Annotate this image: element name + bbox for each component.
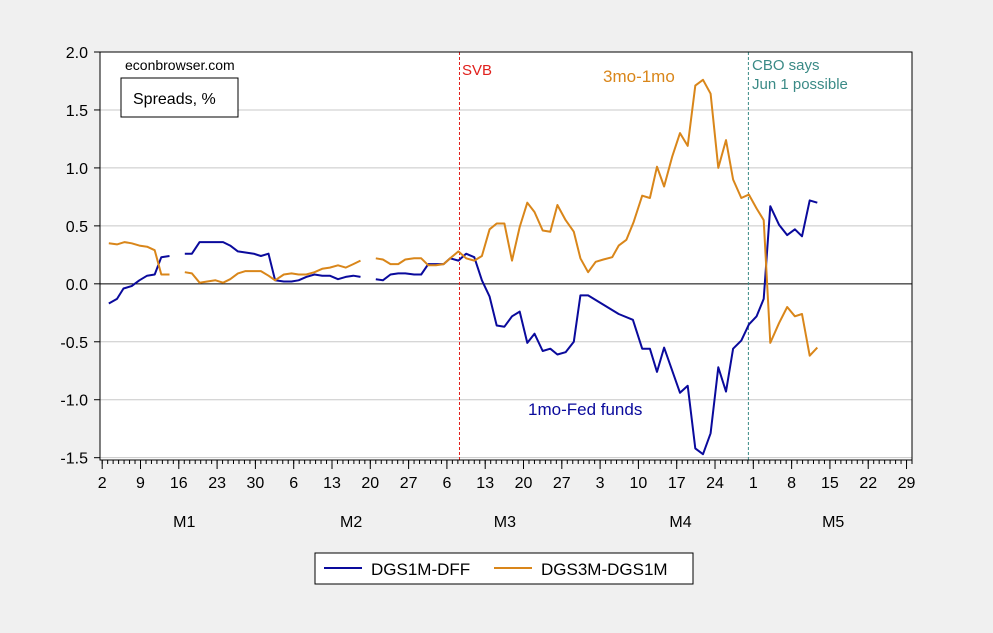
x-tick-label: 23 bbox=[208, 475, 226, 492]
month-label: M5 bbox=[822, 514, 844, 531]
y-tick-label: 0.5 bbox=[66, 219, 88, 236]
x-tick-label: 9 bbox=[136, 475, 145, 492]
y-tick-label: -1.0 bbox=[60, 393, 88, 410]
series-lines bbox=[108, 78, 819, 456]
x-tick-label: 30 bbox=[246, 475, 264, 492]
x-tick-label: 20 bbox=[515, 475, 533, 492]
legend-label-dgs1m-dff: DGS1M-DFF bbox=[371, 560, 470, 579]
x-tick-label: 22 bbox=[859, 475, 877, 492]
x-tick-label: 27 bbox=[400, 475, 418, 492]
x-tick-label: 6 bbox=[442, 475, 451, 492]
cbo-annotation-line1: CBO says bbox=[752, 57, 820, 74]
x-tick-label: 20 bbox=[361, 475, 379, 492]
svb-annotation: SVB bbox=[462, 62, 492, 79]
series-line-dgs3m-dgs1m bbox=[108, 78, 819, 357]
x-tick-label: 8 bbox=[787, 475, 796, 492]
source-label: econbrowser.com bbox=[125, 57, 235, 73]
x-tick-label: 10 bbox=[630, 475, 648, 492]
y-tick-label: 1.5 bbox=[66, 103, 88, 120]
y-tick-label: 1.0 bbox=[66, 161, 88, 178]
x-tick-label: 1 bbox=[749, 475, 758, 492]
x-tick-label: 6 bbox=[289, 475, 298, 492]
month-label: M4 bbox=[669, 514, 691, 531]
y-tick-label: -0.5 bbox=[60, 335, 88, 352]
y-tick-label: 2.0 bbox=[66, 45, 88, 62]
x-tick-label: 29 bbox=[898, 475, 916, 492]
blue-series-annotation: 1mo-Fed funds bbox=[528, 400, 642, 419]
month-label: M3 bbox=[494, 514, 516, 531]
legend-label-dgs3m-dgs1m: DGS3M-DGS1M bbox=[541, 560, 668, 579]
month-label: M1 bbox=[173, 514, 195, 531]
x-tick-label: 16 bbox=[170, 475, 188, 492]
x-tick-label: 13 bbox=[476, 475, 494, 492]
x-tick-label: 24 bbox=[706, 475, 724, 492]
x-tick-label: 27 bbox=[553, 475, 571, 492]
plot-area bbox=[100, 52, 912, 460]
legend: DGS1M-DFF DGS3M-DGS1M bbox=[314, 552, 694, 585]
x-tick-label: 15 bbox=[821, 475, 839, 492]
x-tick-label: 2 bbox=[98, 475, 107, 492]
orange-series-annotation: 3mo-1mo bbox=[603, 67, 675, 86]
month-label: M2 bbox=[340, 514, 362, 531]
cbo-annotation-line2: Jun 1 possible bbox=[752, 76, 848, 93]
title-box bbox=[120, 77, 239, 118]
x-tick-label: 17 bbox=[668, 475, 686, 492]
chart-title: Spreads, % bbox=[133, 91, 216, 108]
x-tick-label: 13 bbox=[323, 475, 341, 492]
y-axis: -1.5 -1.0 -0.5 0.0 0.5 1.0 1.5 2.0 bbox=[60, 45, 100, 468]
y-tick-label: -1.5 bbox=[60, 451, 88, 468]
reference-lines bbox=[458, 52, 749, 460]
y-tick-label: 0.0 bbox=[66, 277, 88, 294]
plot-frame bbox=[99, 51, 913, 461]
x-tick-label: 3 bbox=[596, 475, 605, 492]
